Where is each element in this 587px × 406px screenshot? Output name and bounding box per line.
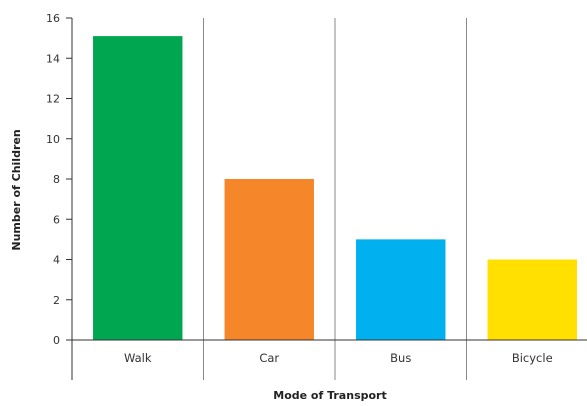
x-tick-label: Walk bbox=[124, 351, 152, 365]
grid-lines bbox=[203, 18, 467, 380]
y-tick-label: 8 bbox=[53, 173, 60, 186]
x-tick-label: Car bbox=[259, 351, 279, 365]
y-tick-label: 12 bbox=[46, 93, 60, 106]
y-tick-label: 4 bbox=[53, 254, 60, 267]
bar-bus bbox=[356, 239, 446, 340]
bar-walk bbox=[93, 36, 183, 341]
axes bbox=[66, 17, 587, 380]
bars bbox=[93, 36, 577, 341]
bar-bicycle bbox=[487, 259, 577, 340]
x-axis-title: Mode of Transport bbox=[273, 389, 386, 402]
x-tick-label: Bus bbox=[390, 351, 411, 365]
x-tick-label: Bicycle bbox=[512, 351, 553, 365]
labels: 0 2 4 6 8 10 12 14 16 Walk Car Bus Bicycle bbox=[46, 12, 553, 365]
y-tick-label: 14 bbox=[46, 52, 60, 65]
y-tick-label: 16 bbox=[46, 12, 60, 25]
y-tick-label: 6 bbox=[53, 213, 60, 226]
y-tick-label: 10 bbox=[46, 133, 60, 146]
y-tick-label: 2 bbox=[53, 294, 60, 307]
y-tick-label: 0 bbox=[53, 334, 60, 347]
bar-car bbox=[224, 179, 314, 340]
y-axis-title: Number of Children bbox=[10, 129, 23, 250]
